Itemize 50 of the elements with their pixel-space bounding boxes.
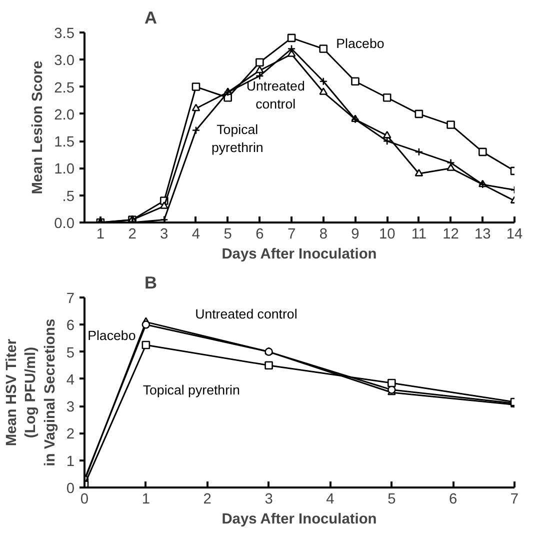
x-tick-label: 10: [378, 226, 396, 242]
x-tick-label: 3: [264, 492, 273, 508]
x-tick-label: 13: [474, 226, 491, 242]
x-tick-label: 1: [142, 492, 150, 508]
series-label: Topical pyrethrin: [211, 122, 264, 155]
x-tick-label: 8: [319, 226, 328, 242]
x-tick-label: 2: [203, 492, 212, 508]
y-tick-label: 6: [66, 318, 75, 334]
chart-title: B: [144, 272, 158, 292]
y-tick-label: 2: [66, 426, 75, 443]
x-tick-label: 5: [388, 492, 396, 508]
series-label: Untreated control: [195, 306, 298, 322]
series-label: Placebo: [88, 328, 136, 343]
x-tick-label: 2: [128, 226, 136, 242]
chart-title: A: [144, 8, 158, 28]
y-tick-label: 0: [66, 481, 75, 497]
x-tick-label: 11: [411, 226, 427, 242]
x-tick-label: 4: [192, 226, 200, 242]
y-axis-title: Mean HSV Titer (Log PFU/ml) in Vaginal Secretions: [4, 318, 58, 466]
y-tick-label: 1.5: [54, 134, 74, 151]
y-tick-label: 2.0: [54, 107, 74, 124]
x-tick-label: 9: [351, 226, 360, 242]
y-tick-label: 1.0: [54, 162, 74, 178]
y-tick-label: 5: [66, 345, 75, 362]
x-tick-label: 6: [256, 226, 264, 242]
x-tick-label: 1: [96, 226, 105, 242]
x-tick-label: 14: [506, 226, 523, 242]
y-tick-label: 2.5: [54, 80, 74, 96]
x-tick-label: 3: [160, 226, 168, 242]
series-label: Untreated control: [246, 78, 305, 112]
y-tick-label: 0.0: [54, 216, 74, 232]
y-tick-label: 4: [66, 372, 75, 388]
y-tick-label: .5: [62, 188, 75, 205]
y-tick-label: 3.0: [54, 53, 74, 70]
x-tick-label: 12: [442, 226, 459, 242]
y-tick-label: 3: [66, 400, 75, 416]
y-tick-label: 3.5: [54, 26, 74, 42]
series-label: Topical pyrethrin: [142, 382, 240, 398]
y-tick-label: 7: [66, 291, 75, 307]
x-axis-title: Days After Inoculation: [222, 512, 377, 528]
x-tick-label: 5: [224, 226, 232, 242]
x-tick-label: 6: [448, 492, 458, 508]
y-axis-title: Mean Lesion Score: [30, 60, 46, 194]
x-tick-label: 0: [80, 492, 89, 508]
x-tick-label: 7: [287, 226, 296, 242]
x-axis-title: Days After Inoculation: [222, 246, 377, 262]
x-tick-label: 7: [510, 492, 519, 508]
y-tick-label: 1: [66, 454, 75, 470]
series-label: Placebo: [336, 36, 384, 51]
x-tick-label: 4: [326, 492, 334, 508]
